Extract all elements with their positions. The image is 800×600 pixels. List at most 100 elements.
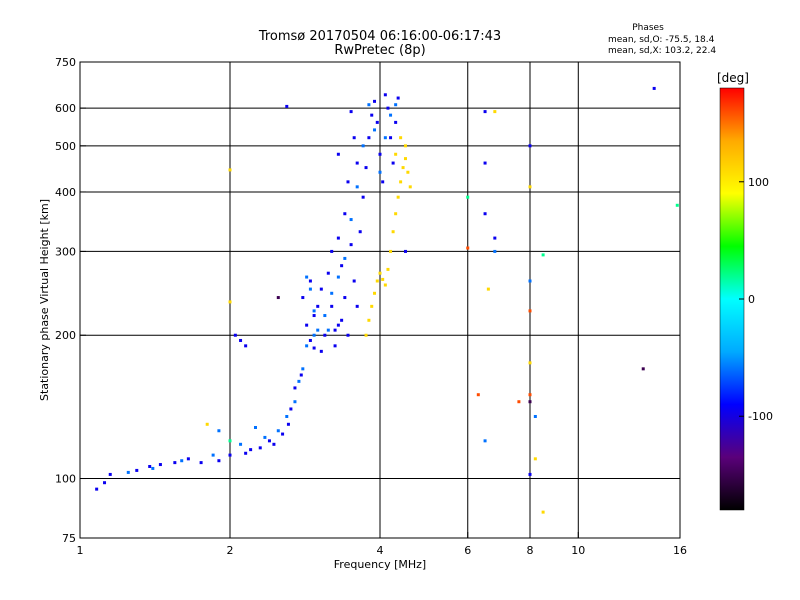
chart-title: Tromsø 20170504 06:16:00-06:17:43 [258, 29, 501, 44]
data-point [308, 338, 312, 342]
data-point [323, 333, 327, 337]
data-point [276, 429, 280, 433]
data-point [349, 243, 353, 247]
data-point [333, 328, 337, 332]
y-tick-label: 600 [55, 102, 76, 115]
data-point [401, 166, 405, 170]
data-point [330, 304, 334, 308]
data-point [330, 291, 334, 295]
data-point [199, 461, 203, 465]
data-point [394, 152, 398, 156]
data-point [517, 400, 521, 404]
data-point [383, 93, 387, 97]
data-point [403, 249, 407, 253]
data-point [253, 425, 257, 429]
x-tick-label: 1 [77, 544, 84, 557]
data-point [305, 344, 309, 348]
data-point [316, 328, 320, 332]
data-point [381, 277, 385, 281]
data-point [352, 279, 356, 283]
data-point [541, 510, 545, 514]
data-point [381, 180, 385, 184]
data-point [108, 472, 112, 476]
grid [80, 62, 680, 538]
data-point [352, 136, 356, 140]
x-axis-ticks: 1 2 4 6 8 10 16 [77, 532, 687, 557]
colorbar-ticks: -100 0 100 [739, 176, 773, 423]
data-point [330, 249, 334, 253]
data-point [528, 400, 532, 404]
data-point [336, 323, 340, 327]
data-point [370, 304, 374, 308]
data-point [528, 185, 532, 189]
data-point [370, 113, 374, 117]
data-point [158, 463, 162, 467]
data-point [386, 106, 390, 110]
data-point [493, 110, 497, 114]
data-point [541, 253, 545, 257]
data-point [355, 304, 359, 308]
data-point [263, 435, 267, 439]
data-point [373, 291, 377, 295]
data-point [378, 170, 382, 174]
data-point [103, 481, 107, 485]
data-point [319, 287, 323, 291]
data-point [239, 338, 243, 342]
y-tick-label: 75 [62, 532, 76, 545]
data-point [340, 264, 344, 268]
data-point [289, 407, 293, 411]
data-point [367, 318, 371, 322]
data-point [403, 157, 407, 161]
data-point [340, 318, 344, 322]
y-tick-label: 300 [55, 245, 76, 258]
data-point [293, 400, 297, 404]
colorbar-label: [deg] [717, 71, 749, 85]
data-point [406, 170, 410, 174]
data-point [249, 448, 253, 452]
data-point [326, 271, 330, 275]
y-tick-label: 100 [55, 473, 76, 486]
chart-subtitle: RwPretec (8p) [334, 43, 425, 58]
data-point [336, 236, 340, 240]
data-point [349, 218, 353, 222]
data-point [641, 367, 645, 371]
y-tick-label: 200 [55, 329, 76, 342]
data-point [367, 136, 371, 140]
colorbar-tick-label: 100 [748, 176, 769, 189]
data-point [533, 414, 537, 418]
data-point [285, 104, 289, 108]
data-point [364, 333, 368, 337]
data-point [326, 328, 330, 332]
data-point [533, 457, 537, 461]
data-point [323, 314, 327, 318]
data-point [336, 275, 340, 279]
data-point [173, 461, 177, 465]
data-point [373, 99, 377, 103]
data-point [389, 136, 393, 140]
data-point [394, 212, 398, 216]
x-tick-label: 6 [464, 544, 471, 557]
data-point [528, 393, 532, 397]
colorbar-tick-label: -100 [748, 410, 773, 423]
data-point [205, 422, 209, 426]
data-point [346, 333, 350, 337]
data-point [95, 487, 99, 491]
data-point [135, 468, 139, 472]
data-point [483, 212, 487, 216]
data-point [333, 344, 337, 348]
data-point [180, 459, 184, 463]
data-point [358, 230, 362, 234]
colorbar: [deg] -100 0 100 [717, 71, 773, 511]
data-point [217, 429, 221, 433]
data-point [239, 442, 243, 446]
data-point [383, 136, 387, 140]
data-point [399, 136, 403, 140]
data-point [361, 195, 365, 199]
data-point [312, 333, 316, 337]
data-point [286, 422, 290, 426]
data-point [244, 451, 248, 455]
y-axis-label: Stationary phase Virtual Height [km] [38, 199, 51, 401]
data-point [343, 256, 347, 260]
data-point [258, 446, 262, 450]
